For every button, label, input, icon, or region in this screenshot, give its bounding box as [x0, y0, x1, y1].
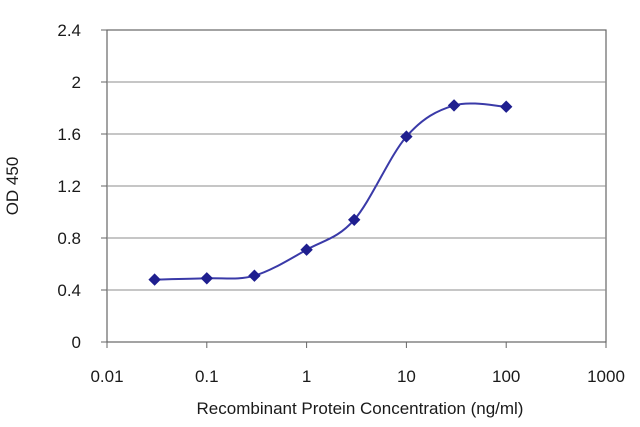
- x-tick-label: 0.01: [90, 367, 123, 386]
- y-tick-label: 0.4: [57, 281, 81, 300]
- x-tick-label: 10: [397, 367, 416, 386]
- gridlines: [107, 81, 606, 291]
- y-tick-label: 1.2: [57, 177, 81, 196]
- x-axis: 0.01 0.1 1 10 100 1000: [90, 342, 625, 386]
- x-tick-label: 1000: [587, 367, 625, 386]
- data-point-marker: [499, 100, 513, 113]
- y-tick-label: 0.8: [57, 229, 81, 248]
- y-tick-label: 2: [72, 73, 81, 92]
- data-point-marker: [148, 273, 161, 286]
- data-point-marker: [447, 99, 461, 112]
- data-point-marker: [248, 269, 261, 282]
- data-point-marker: [200, 272, 214, 285]
- x-tick-label: 1: [302, 367, 311, 386]
- y-tick-label: 1.6: [57, 125, 81, 144]
- x-tick-label: 0.1: [195, 367, 219, 386]
- series-line: [154, 102, 507, 281]
- y-axis: 0 0.4 0.8 1.2 1.6 2 2.4: [57, 21, 107, 352]
- y-tick-label: 2.4: [57, 21, 81, 40]
- data-point-marker: [348, 213, 361, 227]
- x-tick-label: 100: [492, 367, 520, 386]
- data-point-marker: [300, 243, 313, 256]
- x-axis-title: Recombinant Protein Concentration (ng/ml…: [197, 399, 524, 418]
- data-point-marker: [400, 130, 413, 143]
- y-tick-label: 0: [72, 333, 81, 352]
- data-series: [148, 99, 513, 286]
- y-axis-title: OD 450: [3, 157, 22, 216]
